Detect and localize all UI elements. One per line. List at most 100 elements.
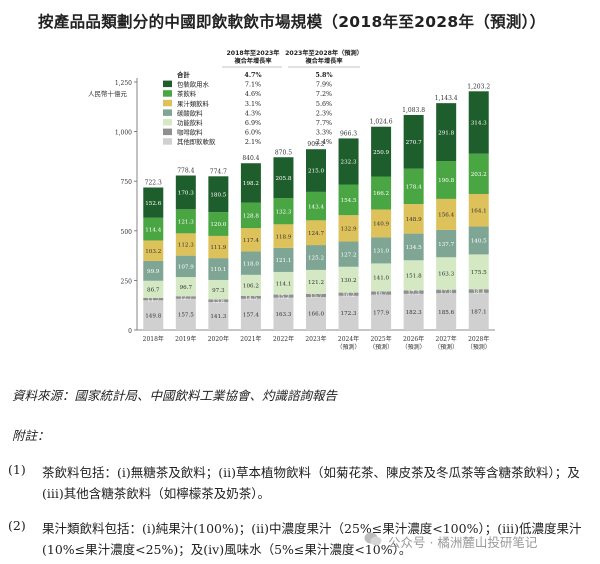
y-tick-label: 1,000 [115,130,132,137]
data-label: 118.0 [243,261,259,267]
bar-segment [403,168,424,205]
wechat-icon [364,532,382,546]
data-label: 121.1 [275,258,291,264]
data-label: 205.8 [275,176,291,182]
legend-cagr-1: 6.0% [245,129,261,137]
data-label: 124.7 [308,231,324,237]
data-label: 128.8 [243,214,259,220]
bar-segment [468,153,489,194]
data-label: 163.3 [275,312,291,318]
bar-segment [273,157,294,199]
data-label: 198.2 [243,181,259,187]
data-label: 131.0 [373,249,389,255]
data-label: 16.7 [375,291,388,297]
legend-cagr-2: 5.6% [316,100,332,108]
bar-segment [371,263,392,292]
data-label: 182.3 [406,310,422,316]
data-label: 110.1 [210,267,226,273]
bar-segment [240,163,261,203]
legend-swatch [163,119,172,126]
bar-segment [143,300,164,330]
legend-cagr-2: 7.7% [316,119,332,127]
data-label: 172.3 [341,311,357,317]
data-label: 125.2 [308,256,324,262]
bar-segment [403,204,424,234]
data-label: 111.9 [210,245,226,251]
data-label: 149.8 [145,313,161,319]
data-label: 170.3 [178,191,194,197]
legend-swatch [163,99,172,107]
legend-label: 功能飲料 [177,118,203,127]
data-label: 137.7 [438,242,454,248]
bar-segment [273,224,294,248]
data-label: 14.5 [245,296,258,302]
legend-label: 茶飲料 [177,89,197,98]
data-label: 130.2 [341,278,357,284]
y-tick-label: 1,250 [115,80,132,87]
bar-segment [468,226,489,255]
bar-segment [436,289,457,294]
legend-swatch [163,80,172,88]
data-label: 13.6 [212,299,225,305]
bar-segment [306,245,326,270]
x-tick-label: 2028年 [468,335,489,343]
total-label: 1,143.4 [435,95,458,102]
bar-segment [273,198,294,225]
bar-segment [240,251,261,275]
bar-segment [371,176,392,210]
source-note: 資料來源：國家統計局、中國飲料工業協會、灼識諮詢報告 [12,388,338,403]
bar-segment [338,266,359,293]
total-label: 870.5 [275,149,292,156]
bar-segment [338,292,359,296]
bar-segment [468,254,489,290]
legend-label: 其他即飲軟飲 [177,137,216,146]
data-label: 180.5 [210,192,226,198]
note-1-line-2: (iii)其他含糖茶飲料（如檸檬茶及奶茶）。 [42,486,270,501]
bar-segment [436,257,457,290]
data-label: 164.1 [471,208,487,214]
legend-swatch [163,90,172,97]
data-label: 120.0 [210,222,226,228]
total-label: 909.2 [307,141,324,148]
legend-cagr-1: 3.1% [245,100,261,108]
bar-segment [338,184,359,216]
y-axis-label: 人民幣十億元 [88,89,128,98]
total-label: 1,083.8 [402,107,425,114]
bar-segment [468,91,489,154]
legend-cagr-2: 2.4% [316,138,332,146]
data-label: 127.2 [341,252,357,258]
x-tick-label: （預測） [402,343,426,351]
legend-swatch [163,128,172,136]
data-label: 157.5 [178,313,194,319]
bar-segment [403,114,424,169]
data-label: 99.9 [147,269,160,275]
data-label: 15.7 [310,294,323,300]
note-1-line-1: 茶飲料包括：(i)無糖茶及飲料；(ii)草本植物飲料（如菊花茶、陳皮茶及冬瓜茶等… [42,465,580,480]
data-label: 232.3 [341,160,357,166]
x-tick-label: （預測） [369,343,393,351]
x-tick-label: 2019年 [175,335,196,343]
bar-segment [468,289,489,293]
legend-header-col2: 複合年增長率 [304,57,343,65]
data-label: 114.4 [145,227,161,233]
data-label: 121.3 [178,220,194,226]
bar-segment [273,294,294,298]
bar-segment [175,233,196,256]
bar-segment [306,269,326,294]
legend-cagr-1: 4.7% [244,71,261,79]
bar-segment [371,294,392,330]
data-label: 141.0 [373,276,389,282]
bar-segment [468,292,489,330]
bar-segment [436,103,457,162]
data-label: 140.5 [471,239,487,245]
bar-segment [371,291,392,295]
data-label: 177.9 [373,311,389,317]
watermark: 公众号 · 橘洲麓山投研笔记 [388,535,538,550]
x-tick-label: （預測） [337,343,361,351]
data-label: 140.9 [373,222,389,228]
data-label: 143.4 [308,204,324,210]
data-label: 16.2 [342,292,355,298]
data-label: 151.8 [406,274,422,280]
bar-segment [208,176,229,213]
data-label: 166.0 [308,312,324,318]
